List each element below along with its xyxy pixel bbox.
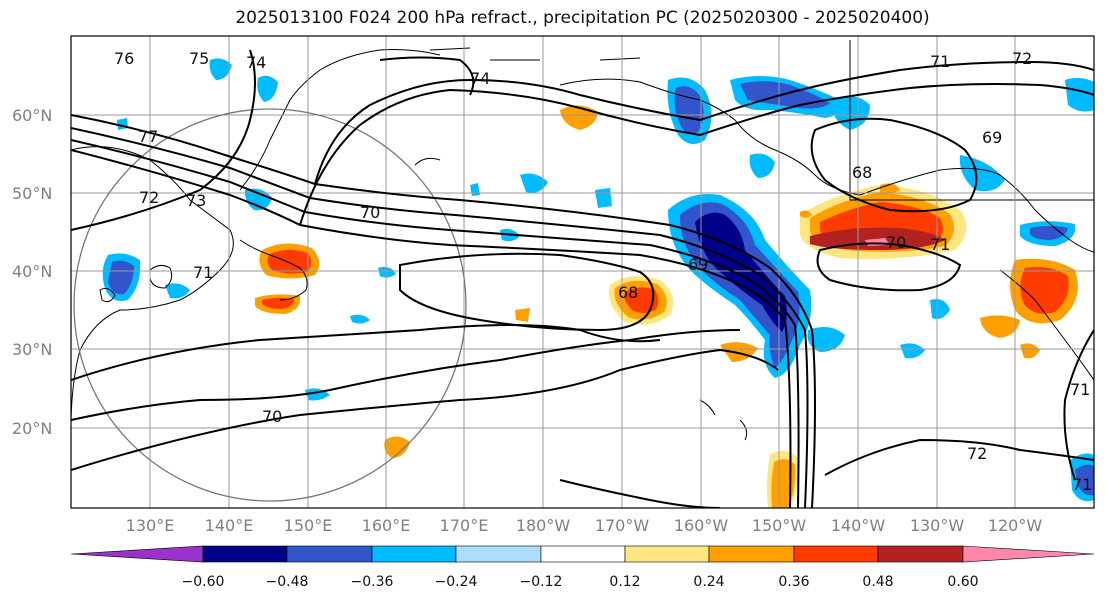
lon-label: 160°W: [674, 516, 729, 535]
lat-label-30n: 30°N: [12, 340, 52, 359]
lon-label: 150°W: [752, 516, 807, 535]
lon-label: 140°W: [831, 516, 886, 535]
contour-label: 74: [246, 53, 266, 72]
contour-label: 76: [114, 49, 134, 68]
colorbar-tick-label: 0.24: [693, 574, 724, 590]
colorbar-tick-label: 0.12: [609, 574, 640, 590]
colorbar-segment: [540, 545, 626, 563]
lon-label: 130°E: [126, 516, 175, 535]
colorbar: −0.60 −0.48 −0.36 −0.24 −0.12 0.12 0.24 …: [70, 545, 1095, 590]
contour-label: 72: [967, 444, 987, 463]
contour-label: 73: [186, 191, 206, 210]
contour-label: 72: [1012, 49, 1032, 68]
colorbar-segment: [962, 545, 1095, 563]
lat-label-40n: 40°N: [12, 262, 52, 281]
contour-label: 72: [139, 188, 159, 207]
colorbar-segment: [877, 545, 964, 563]
contour-label: 70: [262, 407, 282, 426]
lat-label-60n: 60°N: [12, 106, 52, 125]
contour-label: 75: [189, 49, 209, 68]
colorbar-tick-label: −0.12: [520, 574, 563, 590]
colorbar-segment: [793, 545, 879, 563]
lon-label: 160°E: [362, 516, 411, 535]
colorbar-segment: [624, 545, 710, 563]
contour-label: 68: [618, 283, 638, 302]
colorbar-segments: [70, 545, 1095, 563]
map-frame: [70, 35, 1095, 509]
colorbar-tick-label: 0.48: [862, 574, 893, 590]
colorbar-tick-label: −0.24: [435, 574, 478, 590]
colorbar-tick-label: 0.60: [947, 574, 978, 590]
contour-label: 69: [688, 255, 708, 274]
contour-label: 71: [930, 52, 950, 71]
contour-label: 70: [886, 233, 906, 252]
lon-label: 150°E: [284, 516, 333, 535]
contour-label: 71: [1072, 475, 1092, 494]
graticule: [71, 36, 1094, 508]
lon-label: 120°W: [988, 516, 1043, 535]
contour-label: 68: [852, 163, 872, 182]
coastlines: [71, 40, 1094, 441]
colorbar-ticks: −0.60 −0.48 −0.36 −0.24 −0.12 0.12 0.24 …: [182, 574, 979, 590]
contour-label: 74: [470, 69, 490, 88]
contour-labels: 76 75 74 74 71 72 77 73 72 71 70 69 68 7…: [114, 49, 1092, 494]
colorbar-tick-label: 0.36: [778, 574, 809, 590]
colorbar-segment: [371, 545, 457, 563]
contour-label: 77: [138, 127, 158, 146]
colorbar-segment: [202, 545, 288, 563]
lon-label: 170°E: [440, 516, 489, 535]
contour-label: 71: [1070, 380, 1090, 399]
refractivity-contours: [71, 49, 1094, 508]
colorbar-segment: [708, 545, 795, 563]
colorbar-segment: [286, 545, 373, 563]
colorbar-tick-label: −0.48: [266, 574, 309, 590]
lon-label: 140°E: [205, 516, 254, 535]
contour-label: 71: [193, 263, 213, 282]
colorbar-tick-label: −0.60: [182, 574, 225, 590]
lon-label: 170°W: [595, 516, 650, 535]
colorbar-segment: [455, 545, 542, 563]
latitude-labels: 60°N 50°N 40°N 30°N 20°N: [12, 106, 52, 438]
lat-label-20n: 20°N: [12, 419, 52, 438]
longitude-labels: 130°E 140°E 150°E 160°E 170°E 180°W 170°…: [126, 516, 1043, 535]
lat-label-50n: 50°N: [12, 184, 52, 203]
contour-label: 69: [982, 128, 1002, 147]
colorbar-segment: [70, 545, 204, 563]
range-circle: [73, 108, 467, 502]
contour-label: 70: [360, 203, 380, 222]
contour-label: 71: [930, 235, 950, 254]
map-title: 2025013100 F024 200 hPa refract., precip…: [235, 8, 930, 28]
lon-label: 180°W: [516, 516, 571, 535]
colorbar-tick-label: −0.36: [351, 574, 394, 590]
lon-label: 130°W: [910, 516, 965, 535]
